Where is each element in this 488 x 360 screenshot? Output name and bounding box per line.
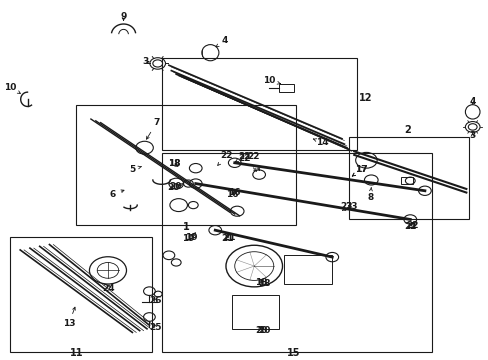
Bar <box>278 84 294 92</box>
Text: 22: 22 <box>403 222 416 231</box>
Bar <box>10 237 152 352</box>
Text: 3: 3 <box>142 57 149 66</box>
Bar <box>76 105 295 225</box>
Text: 20: 20 <box>257 326 270 335</box>
Text: 7: 7 <box>146 118 160 139</box>
Text: 16: 16 <box>228 188 241 197</box>
Text: 20: 20 <box>169 182 181 191</box>
Text: 22: 22 <box>217 151 232 166</box>
Bar <box>161 58 356 149</box>
Text: 23: 23 <box>342 202 357 211</box>
Text: 17: 17 <box>351 166 367 176</box>
Text: 4: 4 <box>216 36 228 47</box>
Text: 5: 5 <box>129 165 141 174</box>
Text: 12: 12 <box>358 93 372 103</box>
Bar <box>348 137 468 220</box>
Text: 25: 25 <box>149 323 162 332</box>
Bar <box>232 295 278 329</box>
Text: 15: 15 <box>286 347 300 357</box>
Text: 16: 16 <box>225 190 238 199</box>
Text: 11: 11 <box>69 347 83 357</box>
Text: 13: 13 <box>62 307 75 328</box>
Text: 18: 18 <box>167 159 180 168</box>
Text: 24: 24 <box>102 284 115 293</box>
Text: 20: 20 <box>255 326 267 335</box>
Text: 17: 17 <box>351 165 367 176</box>
Text: 10: 10 <box>4 83 20 94</box>
Text: 1: 1 <box>182 222 189 232</box>
Text: 8: 8 <box>366 188 373 202</box>
Text: 22: 22 <box>235 152 250 162</box>
Text: 19: 19 <box>184 233 197 242</box>
Text: 23: 23 <box>340 202 352 211</box>
Text: 20: 20 <box>167 183 183 192</box>
Text: 4: 4 <box>468 97 475 106</box>
Text: 22: 22 <box>406 221 418 230</box>
Text: 2: 2 <box>404 125 410 135</box>
Text: 19: 19 <box>182 234 194 243</box>
Text: 10: 10 <box>262 76 280 85</box>
Text: 3: 3 <box>468 131 475 140</box>
Text: 21: 21 <box>221 234 233 243</box>
Text: 22: 22 <box>238 154 256 171</box>
Bar <box>283 255 331 284</box>
Text: 6: 6 <box>109 190 124 199</box>
Text: 18: 18 <box>167 159 180 168</box>
Text: 21: 21 <box>223 233 236 242</box>
Text: 22: 22 <box>246 152 259 171</box>
Text: 18: 18 <box>255 278 267 287</box>
Text: 26: 26 <box>149 296 162 305</box>
Bar <box>161 153 431 352</box>
Text: 9: 9 <box>120 12 126 21</box>
Bar <box>400 177 412 184</box>
Text: 14: 14 <box>313 138 328 147</box>
Text: 18: 18 <box>257 279 270 288</box>
